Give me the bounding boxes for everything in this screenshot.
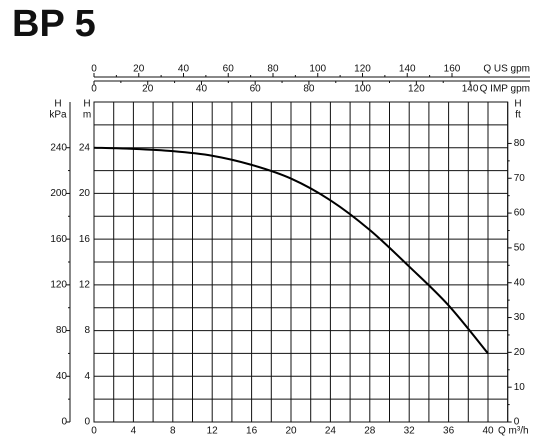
kpa-tick-label: 80: [56, 325, 68, 336]
impgpm_axis-label: Q IMP gpm: [480, 84, 530, 95]
kpa-axis-label: H: [54, 99, 61, 110]
x-tick-label: 4: [131, 426, 137, 437]
x-tick-label: 12: [207, 426, 219, 437]
impgpm_axis-tick-label: 120: [408, 84, 425, 95]
x-tick-label: 32: [404, 426, 416, 437]
impgpm_axis-tick-label: 0: [91, 84, 97, 95]
usgpm_axis-tick-label: 120: [354, 64, 371, 75]
kpa-tick-label: 40: [56, 371, 68, 382]
y-tick-label: 8: [84, 325, 90, 336]
x-tick-label: 24: [325, 426, 337, 437]
kpa-tick-label: 160: [50, 234, 67, 245]
ft-axis-label: H: [514, 99, 521, 110]
kpa-tick-label: 240: [50, 142, 67, 153]
y-axis-label: m: [83, 110, 91, 121]
impgpm_axis-tick-label: 80: [303, 84, 315, 95]
y-tick-label: 24: [79, 142, 91, 153]
y-tick-label: 16: [79, 234, 91, 245]
plot-frame: [93, 101, 509, 423]
ft-tick-label: 70: [514, 173, 526, 184]
ft-tick-label: 80: [514, 138, 526, 149]
ft-axis-label: ft: [515, 110, 521, 121]
x-axis-label: Q m³/h: [498, 426, 529, 437]
chart-title: BP 5: [12, 3, 96, 45]
y-tick-label: 4: [84, 371, 90, 382]
ft-tick-label: 0: [514, 417, 520, 428]
impgpm_axis-tick-label: 140: [462, 84, 479, 95]
usgpm_axis-tick-label: 100: [309, 64, 326, 75]
x-tick-label: 28: [364, 426, 376, 437]
x-tick-label: 36: [443, 426, 455, 437]
usgpm_axis-tick-label: 60: [223, 64, 235, 75]
usgpm_axis-tick-label: 160: [444, 64, 461, 75]
impgpm_axis-tick-label: 60: [250, 84, 262, 95]
kpa-tick-label: 200: [50, 188, 67, 199]
x-tick-label: 8: [170, 426, 176, 437]
x-tick-label: 16: [246, 426, 258, 437]
ft-tick-label: 10: [514, 382, 526, 393]
ft-tick-label: 40: [514, 277, 526, 288]
usgpm_axis-tick-label: 0: [91, 64, 97, 75]
impgpm_axis-tick-label: 100: [354, 84, 371, 95]
usgpm_axis-tick-label: 80: [267, 64, 279, 75]
usgpm_axis-tick-label: 140: [399, 64, 416, 75]
kpa-axis-label: kPa: [49, 110, 67, 121]
impgpm_axis-tick-label: 20: [142, 84, 154, 95]
ft-tick-label: 30: [514, 312, 526, 323]
y-tick-label: 20: [79, 188, 91, 199]
y-tick-label: 0: [84, 417, 90, 428]
usgpm_axis-tick-label: 40: [178, 64, 190, 75]
usgpm_axis-label: Q US gpm: [483, 64, 530, 75]
ft-tick-label: 20: [514, 347, 526, 358]
kpa-tick-label: 120: [50, 279, 67, 290]
usgpm_axis-tick-label: 20: [133, 64, 145, 75]
x-tick-label: 40: [482, 426, 494, 437]
y-axis-label: H: [83, 99, 90, 110]
x-tick-label: 20: [285, 426, 297, 437]
impgpm_axis-tick-label: 40: [196, 84, 208, 95]
y-tick-label: 12: [79, 279, 91, 290]
kpa-tick-label: 0: [61, 417, 67, 428]
x-tick-label: 0: [91, 426, 97, 437]
pump-curve: [93, 146, 489, 355]
ft-tick-label: 60: [514, 208, 526, 219]
ft-tick-label: 50: [514, 243, 526, 254]
